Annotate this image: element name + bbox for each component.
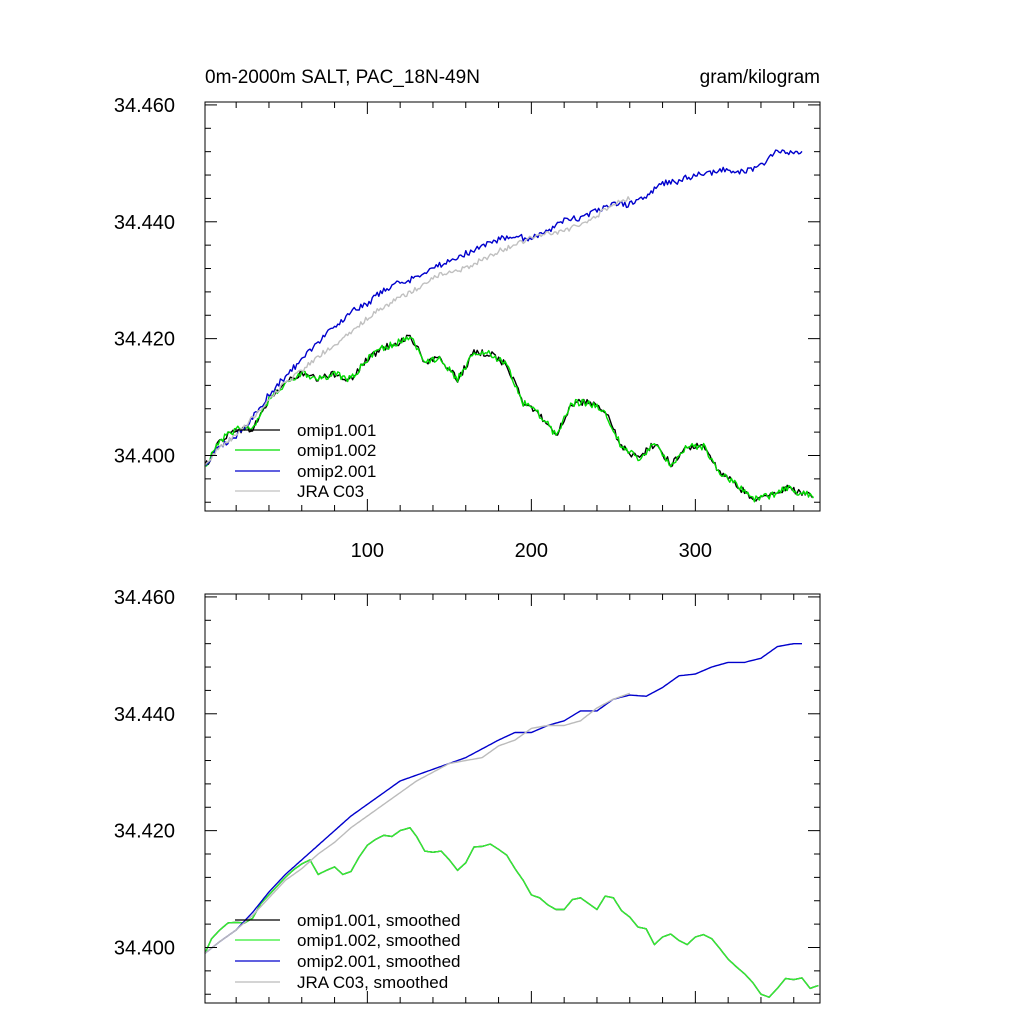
series-line-omip1-002 (204, 336, 814, 503)
legend-label-jra-c03-smoothed: JRA C03, smoothed (297, 973, 448, 992)
chart-title-units: gram/kilogram (700, 67, 820, 88)
series-layer (204, 643, 819, 998)
legend-label-jra-c03: JRA C03 (297, 482, 364, 501)
plot-frame (204, 101, 821, 512)
x-tick-label: 300 (679, 540, 712, 562)
y-tick-label: 34.440 (114, 704, 175, 726)
x-tick-label: 200 (515, 540, 548, 562)
series-line-omip1-002-smoothed (204, 827, 819, 998)
y-tick-labels: 34.400 34.420 34.440 34.460 (114, 587, 175, 960)
y-tick-label: 34.400 (114, 937, 175, 959)
chart-title-left: 0m-2000m SALT, PAC_18N-49N (205, 67, 480, 88)
series-line-omip2-001 (204, 149, 803, 467)
series-layer (204, 149, 814, 503)
series-line-omip2-001-smoothed (204, 643, 802, 954)
y-tick-label: 34.420 (114, 329, 175, 351)
plot-frame (204, 593, 821, 1004)
panel-bottom: 34.400 34.420 34.440 34.460 omip1.001, smoo… (114, 587, 821, 1004)
panel-top: 0m-2000m SALT, PAC_18N-49N gram/kilogram… (114, 67, 821, 562)
tick-layer (205, 102, 820, 511)
legend-label-omip1-001-smoothed: omip1.001, smoothed (297, 911, 461, 930)
y-tick-labels: 34.400 34.420 34.440 34.460 (114, 95, 175, 468)
legend-label-omip1-001: omip1.001 (297, 421, 376, 440)
y-tick-label: 34.460 (114, 95, 175, 117)
x-tick-labels: 100 200 300 (351, 540, 712, 562)
series-line-jra-c03 (204, 196, 631, 466)
tick-layer (205, 594, 820, 1003)
y-tick-label: 34.440 (114, 212, 175, 234)
y-tick-label: 34.460 (114, 587, 175, 609)
legend: omip1.001, smoothed omip1.002, smoothed … (235, 911, 461, 992)
y-tick-label: 34.400 (114, 445, 175, 467)
y-tick-label: 34.420 (114, 821, 175, 843)
legend: omip1.001 omip1.002 omip2.001 JRA C03 (235, 421, 376, 501)
legend-label-omip2-001: omip2.001 (297, 462, 376, 481)
series-line-jra-c03-smoothed (204, 692, 631, 954)
x-tick-label: 100 (351, 540, 384, 562)
legend-label-omip1-002: omip1.002 (297, 441, 376, 460)
legend-label-omip1-002-smoothed: omip1.002, smoothed (297, 931, 461, 950)
legend-label-omip2-001-smoothed: omip2.001, smoothed (297, 952, 461, 971)
